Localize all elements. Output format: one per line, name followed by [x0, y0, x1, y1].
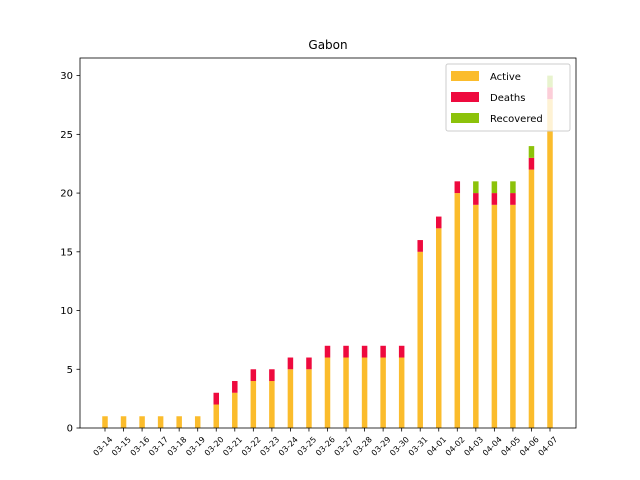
- bar-active-03-29: [380, 357, 386, 428]
- bar-deaths-04-06: [528, 157, 535, 170]
- bar-deaths-03-29: [380, 345, 386, 358]
- chart-title: Gabon: [308, 38, 347, 52]
- bar-deaths-04-04: [491, 193, 498, 205]
- bar-active-03-14: [102, 416, 108, 428]
- bar-deaths-04-05: [510, 193, 516, 205]
- bar-active-03-23: [269, 381, 275, 428]
- bar-deaths-03-23: [269, 369, 275, 382]
- bar-active-03-19: [194, 416, 201, 428]
- y-tick-label: 30: [60, 71, 73, 82]
- legend-swatch-active: [451, 71, 479, 81]
- bar-active-03-21: [232, 392, 238, 428]
- bar-active-03-25: [306, 369, 312, 428]
- bar-active-04-01: [436, 228, 442, 428]
- y-tick-label: 20: [60, 189, 73, 200]
- bar-deaths-04-02: [454, 181, 461, 194]
- bar-active-03-15: [120, 416, 127, 428]
- bar-deaths-03-26: [324, 345, 331, 358]
- bar-deaths-03-21: [232, 381, 238, 393]
- bar-recovered-04-05: [510, 181, 516, 194]
- bar-active-03-22: [250, 381, 257, 428]
- bar-active-03-16: [139, 416, 145, 428]
- bar-active-04-02: [454, 193, 461, 428]
- bar-active-03-28: [361, 357, 368, 428]
- bar-active-03-30: [398, 357, 405, 428]
- bar-active-03-17: [157, 416, 164, 428]
- y-tick-label: 25: [60, 130, 73, 141]
- bar-deaths-04-03: [473, 193, 479, 205]
- bar-active-03-24: [287, 369, 294, 428]
- y-tick-label: 15: [60, 247, 73, 258]
- legend-label-deaths: Deaths: [490, 93, 525, 104]
- bar-active-04-04: [491, 204, 498, 428]
- bar-active-03-20: [213, 404, 219, 428]
- bar-active-04-03: [473, 204, 479, 428]
- bar-deaths-03-27: [343, 345, 349, 358]
- plot-frame: [79, 57, 577, 429]
- legend: Active Deaths Recovered: [445, 63, 571, 132]
- bar-recovered-04-03: [473, 181, 479, 194]
- bar-active-04-06: [528, 169, 535, 429]
- bar-deaths-03-28: [361, 345, 368, 358]
- bar-active-03-31: [417, 251, 423, 428]
- y-tick-label: 5: [67, 365, 73, 376]
- bars-layer: [102, 75, 553, 429]
- bar-active-03-26: [324, 357, 331, 428]
- y-axis: 0 5 10 15 20 25 30: [60, 71, 80, 435]
- bar-active-04-07: [547, 99, 553, 428]
- legend-label-active: Active: [490, 72, 521, 83]
- legend-swatch-recovered: [451, 113, 479, 123]
- bar-recovered-04-06: [528, 146, 535, 158]
- bar-deaths-03-30: [398, 345, 405, 358]
- bar-deaths-03-22: [250, 369, 257, 382]
- legend-label-recovered: Recovered: [490, 114, 543, 125]
- bar-deaths-03-25: [306, 357, 312, 370]
- bar-active-03-27: [343, 357, 349, 428]
- bar-deaths-04-01: [436, 216, 442, 229]
- y-tick-label: 0: [67, 424, 73, 435]
- bar-deaths-03-31: [417, 240, 423, 252]
- bar-deaths-03-24: [287, 357, 294, 370]
- bar-deaths-03-20: [213, 392, 219, 405]
- bar-active-03-18: [176, 416, 182, 428]
- y-tick-label: 10: [60, 306, 73, 317]
- bar-active-04-05: [510, 204, 516, 428]
- bar-recovered-04-04: [491, 181, 498, 194]
- legend-swatch-deaths: [451, 92, 479, 102]
